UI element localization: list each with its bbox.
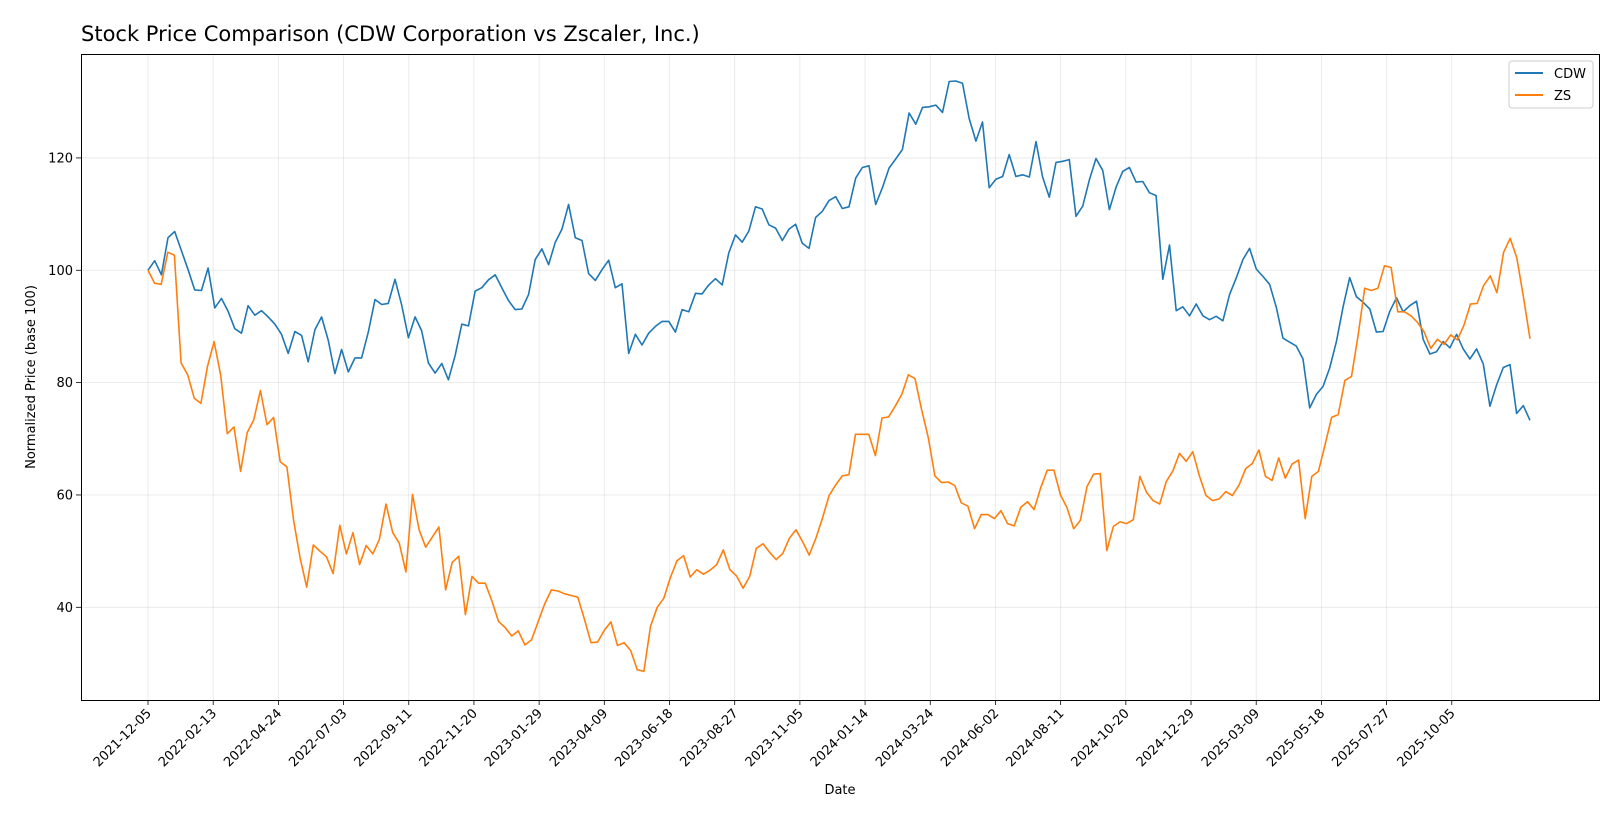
x-axis: 2021-12-05 2022-02-13 2022-04-24 2022-07-03…: [91, 700, 1459, 770]
x-tick-label: 2022-09-11: [352, 706, 416, 770]
y-tick-label: 120: [48, 151, 73, 166]
x-tick-label: 2023-08-27: [677, 706, 741, 770]
x-tick-label: 2024-08-11: [1003, 706, 1067, 770]
chart-title: Stock Price Comparison (CDW Corporation …: [81, 22, 700, 46]
x-tick-label: 2023-04-09: [547, 706, 611, 770]
y-tick-label: 60: [56, 488, 73, 503]
x-tick-label: 2024-12-29: [1134, 706, 1198, 770]
series-line-cdw: [147, 80, 1531, 421]
y-tick-label: 80: [56, 376, 73, 391]
x-tick-label: 2023-01-29: [482, 706, 546, 770]
x-tick-label: 2025-07-27: [1329, 706, 1393, 770]
x-tick-label: 2024-01-14: [808, 706, 872, 770]
x-tick-label: 2025-10-05: [1395, 706, 1459, 770]
x-tick-label: 2022-11-20: [417, 706, 481, 770]
x-tick-label: 2025-03-09: [1199, 706, 1263, 770]
legend-label-cdw: CDW: [1554, 67, 1586, 82]
x-tick-label: 2022-02-13: [156, 706, 220, 770]
y-tick-label: 100: [48, 264, 73, 279]
series-line-zs: [147, 237, 1531, 673]
grid-lines: [81, 54, 1599, 700]
legend-label-zs: ZS: [1554, 89, 1571, 104]
x-tick-label: 2024-10-20: [1069, 706, 1133, 770]
y-tick-label: 40: [56, 601, 73, 616]
x-tick-label: 2022-04-24: [221, 706, 285, 770]
plot-frame: [81, 54, 1600, 701]
x-tick-label: 2025-05-18: [1264, 706, 1328, 770]
series-lines: [147, 80, 1531, 673]
y-axis-label: Normalized Price (base 100): [24, 285, 39, 469]
x-tick-label: 2024-06-02: [938, 706, 1002, 770]
legend: CDW ZS: [1508, 60, 1594, 109]
x-axis-label: Date: [824, 783, 855, 798]
y-axis: 40 60 80 100 120: [48, 151, 81, 616]
x-tick-label: 2023-06-18: [612, 706, 676, 770]
x-tick-label: 2024-03-24: [873, 706, 937, 770]
x-tick-label: 2022-07-03: [286, 706, 350, 770]
x-tick-label: 2021-12-05: [91, 706, 155, 770]
x-tick-label: 2023-11-05: [743, 706, 807, 770]
